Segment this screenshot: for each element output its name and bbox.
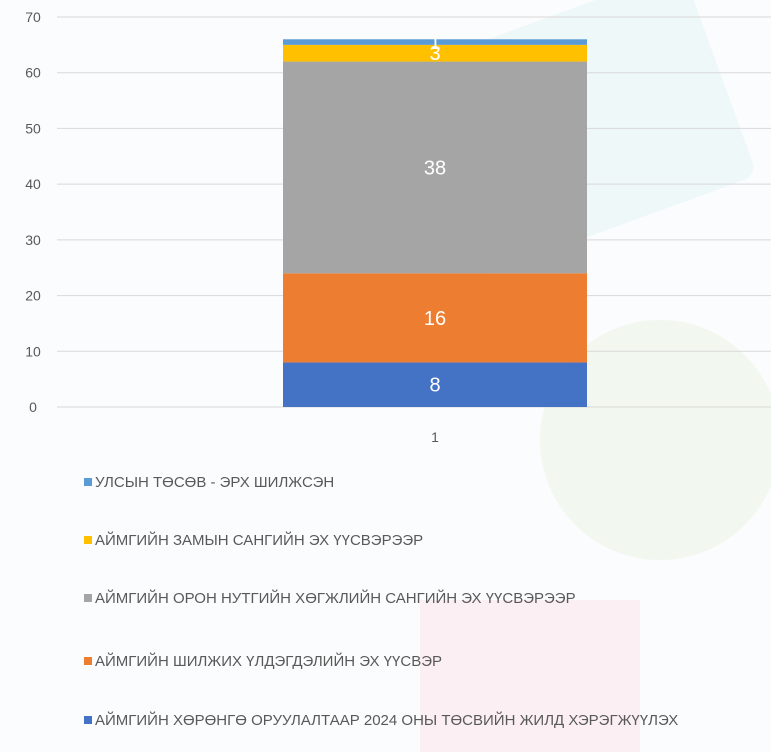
legend-label: АЙМГИЙН ЗАМЫН САНГИЙН ЭХ ҮҮСВЭРЭЭР <box>95 532 424 549</box>
legend-label: УЛСЫН ТӨСӨВ - ЭРХ ШИЛЖСЭН <box>95 474 335 491</box>
bar-segment <box>283 44 587 62</box>
y-tick-label: 20 <box>25 288 41 304</box>
legend-label: АЙМГИЙН ОРОН НУТГИЙН ХӨГЖЛИЙН САНГИЙН ЭХ… <box>95 590 576 607</box>
y-tick-label: 30 <box>25 232 41 248</box>
x-tick-label: 1 <box>431 429 439 445</box>
legend-item: АЙМГИЙН ЗАМЫН САНГИЙН ЭХ ҮҮСВЭРЭЭР <box>84 533 764 548</box>
legend-item: АЙМГИЙН ХӨРӨНГӨ ОРУУЛАЛТААР 2024 ОНЫ ТӨС… <box>84 713 764 728</box>
y-tick-label: 70 <box>25 9 41 25</box>
legend-swatch <box>84 536 92 544</box>
legend-item: АЙМГИЙН ОРОН НУТГИЙН ХӨГЖЛИЙН САНГИЙН ЭХ… <box>84 591 764 606</box>
data-label: 3 <box>429 43 440 65</box>
bar-segment <box>283 273 587 363</box>
legend-item: УЛСЫН ТӨСӨВ - ЭРХ ШИЛЖСЭН <box>84 475 764 490</box>
legend-swatch <box>84 657 92 665</box>
bar-segment <box>283 39 587 45</box>
data-label: 38 <box>424 157 446 179</box>
legend-swatch <box>84 478 92 486</box>
y-tick-label: 50 <box>25 120 41 136</box>
data-label: 8 <box>429 375 440 397</box>
legend-item: АЙМГИЙН ШИЛЖИХ ҮЛДЭГДЭЛИЙН ЭХ ҮҮСВЭР <box>84 654 764 669</box>
y-tick-label: 40 <box>25 176 41 192</box>
bar-segment <box>283 61 587 274</box>
data-label: 1 <box>429 32 440 54</box>
legend-label: АЙМГИЙН ХӨРӨНГӨ ОРУУЛАЛТААР 2024 ОНЫ ТӨС… <box>95 712 679 729</box>
y-tick-label: 10 <box>25 343 41 359</box>
bar-segment <box>283 362 587 407</box>
y-tick-label: 60 <box>25 65 41 81</box>
data-label: 16 <box>424 308 446 330</box>
legend-swatch <box>84 594 92 602</box>
y-tick-label: 0 <box>29 399 37 415</box>
legend-swatch <box>84 716 92 724</box>
legend-label: АЙМГИЙН ШИЛЖИХ ҮЛДЭГДЭЛИЙН ЭХ ҮҮСВЭР <box>95 653 442 670</box>
